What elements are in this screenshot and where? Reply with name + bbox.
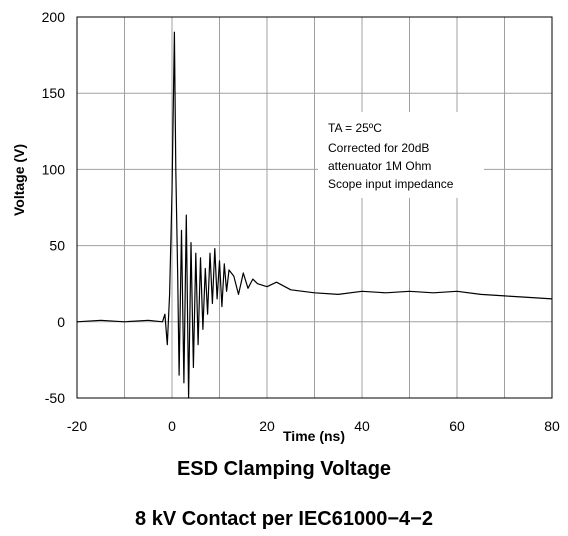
chart: -20 0 20 40 60 80 -50 0 50 100 150 200 TA = 25ºC Co… xyxy=(11,9,560,444)
chart-caption-subtitle: 8 kV Contact per IEC61000−4−2 xyxy=(135,508,433,530)
y-tick-label: 100 xyxy=(42,161,66,177)
y-axis-title: Voltage (V) xyxy=(11,144,27,216)
x-tick-label: 60 xyxy=(449,418,465,434)
voltage-trace xyxy=(76,31,553,399)
y-tick-label: 200 xyxy=(42,9,66,25)
y-tick-label: 0 xyxy=(57,314,65,330)
y-tick-label: -50 xyxy=(45,390,65,406)
x-tick-label: 0 xyxy=(168,418,176,434)
chart-caption-title: ESD Clamping Voltage xyxy=(176,458,392,480)
y-tick-label: 150 xyxy=(42,85,66,101)
annotation-background xyxy=(318,112,484,198)
grid xyxy=(77,17,552,398)
x-axis-title: Time (ns) xyxy=(283,428,345,444)
plot-frame xyxy=(76,16,553,399)
annotation-line-1: TA = 25ºC xyxy=(328,121,382,135)
x-tick-label: 80 xyxy=(544,418,560,434)
y-tick-label: 50 xyxy=(49,238,65,254)
annotation-line-2: Corrected for 20dB xyxy=(328,141,429,155)
x-tick-label: 20 xyxy=(259,418,275,434)
tick-labels: -20 0 20 40 60 80 -50 0 50 100 150 200 xyxy=(42,9,560,434)
x-tick-label: 40 xyxy=(354,418,370,434)
annotation-line-4: Scope input impedance xyxy=(328,177,454,191)
annotation-box: TA = 25ºC Corrected for 20dB attenuator … xyxy=(318,112,484,198)
annotation-line-3: attenuator 1M Ohm xyxy=(328,159,431,173)
x-tick-label: -20 xyxy=(67,418,87,434)
